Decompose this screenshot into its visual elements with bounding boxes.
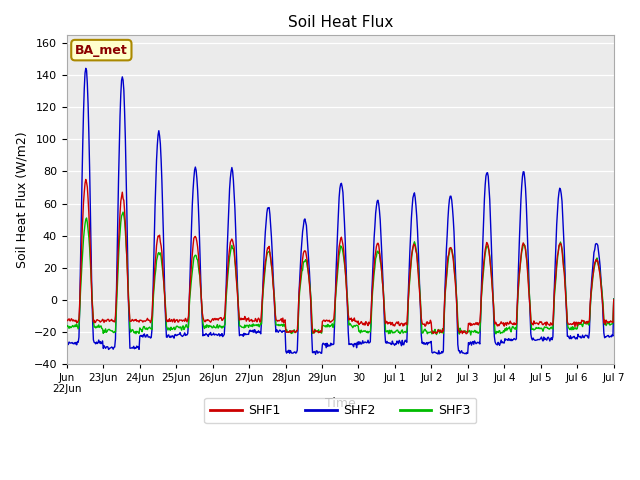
SHF3 — [214, 325, 222, 331]
SHF2 — [63, 340, 70, 346]
SHF3 — [610, 296, 618, 302]
SHF2 — [130, 343, 138, 349]
X-axis label: Time: Time — [325, 397, 356, 410]
SHF3 — [186, 303, 193, 309]
SHF1 — [130, 318, 138, 324]
Title: Soil Heat Flux: Soil Heat Flux — [287, 15, 393, 30]
SHF1 — [63, 317, 70, 323]
SHF1 — [186, 297, 193, 302]
SHF3 — [73, 321, 81, 327]
SHF2 — [186, 299, 193, 304]
Line: SHF3: SHF3 — [67, 212, 614, 335]
Legend: SHF1, SHF2, SHF3: SHF1, SHF2, SHF3 — [204, 397, 476, 423]
Text: BA_met: BA_met — [75, 44, 128, 57]
Y-axis label: Soil Heat Flux (W/m2): Soil Heat Flux (W/m2) — [15, 131, 28, 268]
SHF3 — [130, 329, 138, 335]
SHF3 — [408, 257, 415, 263]
SHF1 — [610, 297, 618, 302]
SHF2 — [214, 332, 222, 337]
SHF1 — [424, 319, 431, 324]
SHF1 — [214, 317, 222, 323]
Line: SHF1: SHF1 — [67, 180, 614, 334]
SHF2 — [73, 342, 81, 348]
SHF2 — [424, 339, 432, 345]
SHF1 — [408, 253, 415, 259]
SHF2 — [82, 65, 90, 71]
Line: SHF2: SHF2 — [67, 68, 614, 354]
SHF3 — [424, 331, 431, 336]
SHF1 — [73, 320, 81, 325]
SHF2 — [408, 204, 416, 210]
SHF3 — [119, 209, 127, 215]
SHF3 — [63, 323, 70, 329]
SHF2 — [610, 296, 618, 302]
SHF3 — [467, 332, 475, 338]
SHF1 — [82, 177, 90, 182]
SHF1 — [462, 331, 470, 336]
SHF2 — [312, 351, 319, 357]
